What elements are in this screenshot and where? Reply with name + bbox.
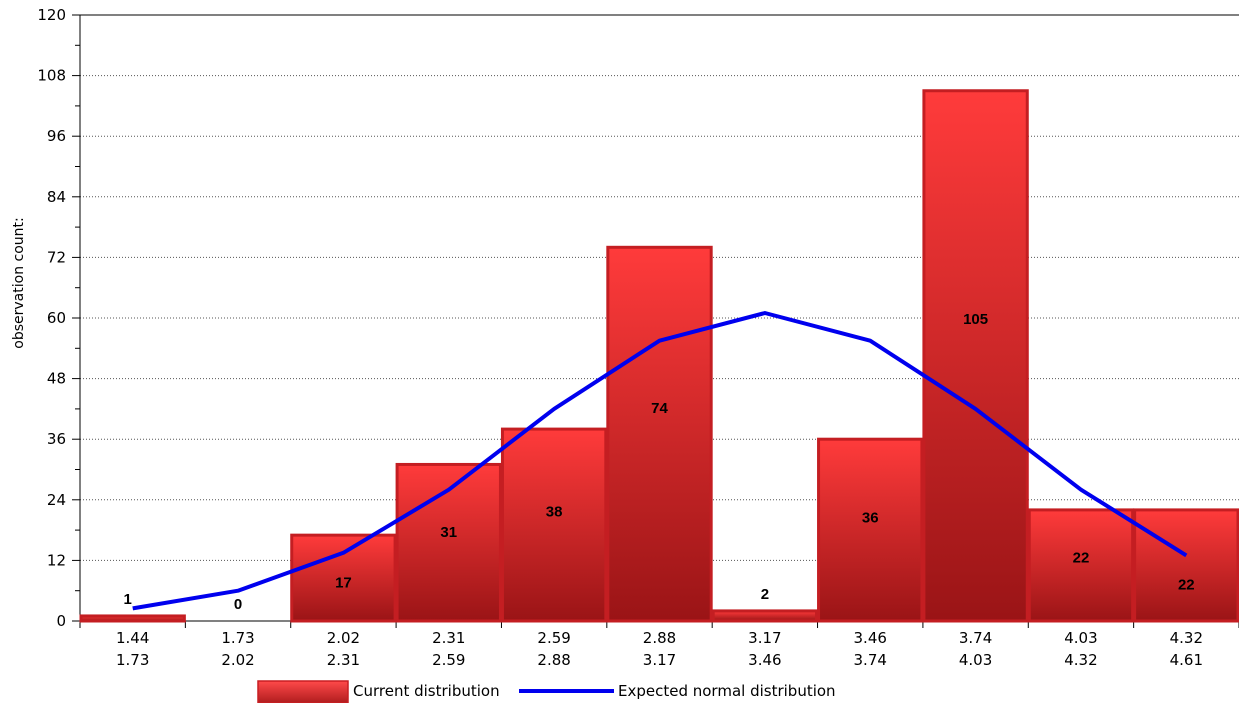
legend-label-current-distribution: Current distribution <box>353 682 500 700</box>
x-tick-label-from: 2.31 <box>432 629 465 647</box>
x-tick-label-to: 3.46 <box>748 651 781 669</box>
x-tick-label-to: 3.17 <box>643 651 676 669</box>
x-tick-label-to: 2.59 <box>432 651 465 669</box>
bar-data-label: 31 <box>440 524 457 541</box>
y-tick-labels: 0 12 24 36 48 60 72 84 96 108 120 <box>37 6 66 630</box>
x-tick-label-to: 2.02 <box>221 651 254 669</box>
bar-data-label: 22 <box>1073 550 1090 567</box>
bar <box>711 609 819 623</box>
y-tick-label: 36 <box>47 430 66 448</box>
bar <box>500 427 608 623</box>
bar-data-label: 22 <box>1178 576 1195 593</box>
bar-data-label: 38 <box>546 504 563 521</box>
bar <box>290 533 397 623</box>
x-tick-label-from: 2.59 <box>537 629 570 647</box>
bar <box>79 614 186 623</box>
bar-data-label: 36 <box>862 509 879 526</box>
bar <box>1133 508 1239 623</box>
bar <box>606 245 713 623</box>
x-tick-labels: 1.44 1.73 1.73 2.02 2.02 2.31 2.31 2.59 2.59 2.88… <box>116 629 1203 669</box>
x-tick-label-from: 1.73 <box>221 629 254 647</box>
bars <box>79 89 1239 623</box>
bar-data-label: 0 <box>234 596 242 613</box>
x-tick-label-from: 2.02 <box>327 629 360 647</box>
x-tick-label-from: 2.88 <box>643 629 676 647</box>
bar-data-label: 105 <box>963 311 988 328</box>
normal-curve <box>132 311 1188 611</box>
x-tick-label-to: 3.74 <box>854 651 887 669</box>
y-tick-label: 12 <box>47 551 66 569</box>
bar-data-label: 17 <box>335 574 352 591</box>
y-tick-label: 96 <box>47 127 66 145</box>
x-tick-label-from: 3.74 <box>959 629 992 647</box>
y-tick-label: 0 <box>56 612 66 630</box>
bar <box>817 437 924 623</box>
x-tick-label-to: 4.03 <box>959 651 992 669</box>
x-tick-label-from: 4.32 <box>1170 629 1203 647</box>
x-tick-label-from: 3.46 <box>854 629 887 647</box>
x-tick-label-from: 1.44 <box>116 629 149 647</box>
legend-label-expected-normal-distribution: Expected normal distribution <box>618 682 836 700</box>
legend-swatch-current-distribution <box>257 680 349 703</box>
y-tick-label: 48 <box>47 370 66 388</box>
x-tick-label-to: 4.32 <box>1064 651 1097 669</box>
y-tick-label: 24 <box>47 491 66 509</box>
bar <box>1027 508 1135 623</box>
bar-data-label: 1 <box>124 591 132 608</box>
bar <box>922 89 1029 623</box>
x-tick-label-to: 4.61 <box>1170 651 1203 669</box>
y-tick-label: 120 <box>37 6 66 24</box>
legend: Current distribution Expected normal dis… <box>257 680 836 703</box>
normal-curve-line <box>132 311 1188 611</box>
bar-data-label: 74 <box>651 400 668 417</box>
x-tick-label-from: 4.03 <box>1064 629 1097 647</box>
x-tick-label-to: 1.73 <box>116 651 149 669</box>
bar-data-label: 2 <box>761 586 769 603</box>
y-axis-title: observation count: <box>11 217 27 348</box>
x-tick-label-from: 3.17 <box>748 629 781 647</box>
y-tick-label: 108 <box>37 67 66 85</box>
x-tick-label-to: 2.88 <box>537 651 570 669</box>
bar-labels: 1 0 17 31 38 74 2 36 105 22 22 <box>124 311 1195 613</box>
y-tick-label: 84 <box>47 188 66 206</box>
y-tick-label: 60 <box>47 309 66 327</box>
x-tick-label-to: 2.31 <box>327 651 360 669</box>
y-tick-label: 72 <box>47 248 66 266</box>
